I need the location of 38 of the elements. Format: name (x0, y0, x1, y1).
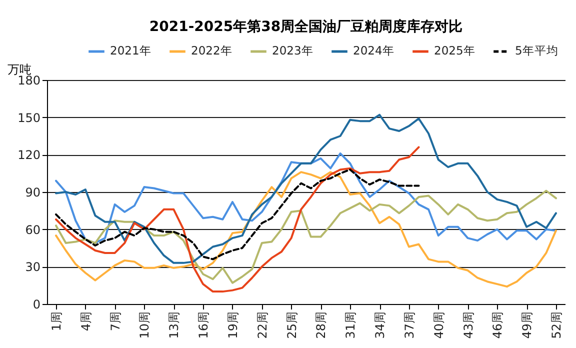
x-tick-label: 1周 (50, 312, 64, 332)
x-tick-label: 22周 (255, 312, 270, 339)
line-series (55, 190, 557, 284)
y-tick-label: 180 (18, 74, 40, 88)
line-series (55, 146, 420, 293)
legend-label: 2024年 (353, 44, 394, 58)
x-tick-label: 13周 (167, 312, 182, 339)
x-tick-label: 43周 (461, 312, 476, 339)
x-tick-label: 49周 (520, 312, 534, 339)
x-tick-label: 16周 (196, 312, 211, 339)
x-tick-label: 52周 (549, 312, 564, 339)
x-tick-label: 40周 (432, 312, 446, 339)
y-axis-title: 万吨 (8, 62, 32, 76)
chart-title: 2021-2025年第38周全国油厂豆粕周度库存对比 (149, 18, 463, 35)
legend-label: 5年平均 (515, 44, 558, 58)
x-tick-label: 4周 (78, 312, 93, 332)
y-tick-label: 60 (25, 222, 40, 237)
x-tick-label: 34周 (373, 312, 388, 339)
y-tick-label: 90 (25, 186, 40, 200)
x-tick-label: 19周 (226, 312, 240, 339)
x-tick-label: 28周 (314, 312, 328, 339)
x-tick-label: 37周 (402, 312, 416, 339)
legend-label: 2025年 (434, 44, 476, 58)
line-series (55, 171, 557, 288)
x-tick-label: 31周 (344, 312, 358, 339)
y-tick-label: 30 (25, 260, 40, 274)
y-tick-label: 120 (18, 148, 40, 162)
legend-label: 2021年 (110, 44, 152, 58)
x-tick-label: 25周 (284, 312, 299, 339)
x-tick-label: 46周 (490, 312, 505, 339)
line-series (55, 114, 557, 264)
line-series (55, 152, 557, 244)
x-tick-label: 7周 (108, 312, 122, 332)
x-tick-label: 10周 (138, 312, 152, 339)
y-tick-label: 0 (32, 298, 40, 312)
y-tick-label: 150 (18, 110, 40, 125)
legend-label: 2023年 (272, 44, 314, 58)
legend-label: 2022年 (191, 44, 232, 58)
